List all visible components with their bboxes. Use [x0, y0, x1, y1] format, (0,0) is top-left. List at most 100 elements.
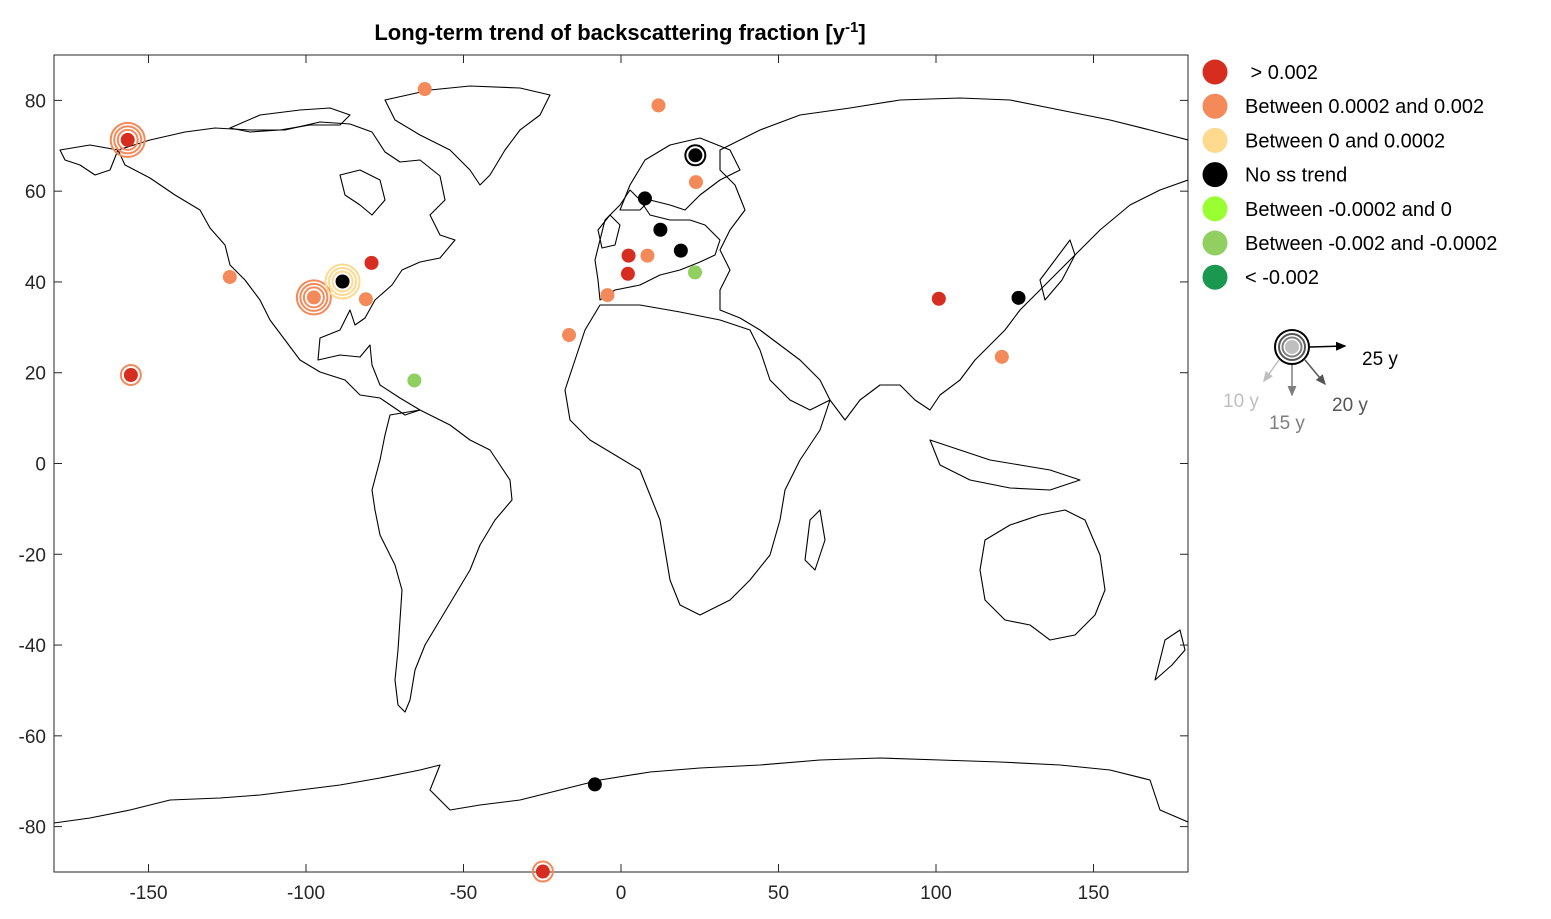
legend-marker-gt_0.002: [1202, 59, 1228, 85]
coastline-alaska: [59, 144, 119, 176]
station-marker: [417, 82, 432, 97]
station-point: [653, 222, 668, 237]
station-point: [417, 82, 432, 97]
legend-label--0.0002_0: Between -0.0002 and 0: [1245, 199, 1452, 221]
station-point: [358, 292, 373, 307]
chart-title-suffix: ]: [858, 20, 865, 45]
station-marker: [673, 243, 688, 258]
trend-legend: > 0.002 Between 0.0002 and 0.002 Between 0…: [1202, 59, 1497, 290]
legend-marker--0.002_-0.0002: [1202, 230, 1228, 256]
duration-label-25y: 25 y: [1362, 349, 1398, 370]
duration-ring: [684, 144, 707, 167]
station-marker: [407, 373, 422, 388]
station-marker: [222, 269, 237, 284]
coastline-south-america: [371, 409, 513, 713]
coastline-hudson-bay: [339, 169, 386, 216]
x-tick-label: 100: [920, 883, 952, 904]
station-marker: [637, 191, 652, 206]
y-tick-label: 40: [25, 273, 46, 294]
station-marker: [688, 265, 703, 280]
legend-marker--0.0002_0: [1202, 196, 1228, 222]
coastline-madagascar: [804, 509, 826, 571]
legend-marker-0_0.0002: [1202, 127, 1228, 153]
y-tick-label: -60: [19, 727, 46, 748]
y-tick-label: 20: [25, 364, 46, 385]
station-point: [688, 175, 703, 190]
duration-arrow-10y: [1263, 359, 1280, 383]
legend-label-gt_0.002: > 0.002: [1245, 62, 1318, 84]
coastlines: [54, 85, 1188, 824]
duration-legend-ring-outer: [1274, 329, 1310, 365]
coastline-indonesia: [929, 439, 1081, 491]
station-point: [324, 263, 361, 300]
duration-ring: [299, 282, 329, 312]
legend-label-no_trend: No ss trend: [1245, 165, 1347, 187]
duration-ring: [302, 286, 325, 309]
y-tick-label: 0: [35, 455, 46, 476]
y-tick-label: -80: [19, 818, 46, 839]
plot-area: [53, 54, 1189, 873]
coastline-greenland: [384, 85, 551, 186]
y-tick-label: -40: [19, 636, 46, 657]
x-tick-label: -100: [287, 883, 325, 904]
legend-label-0_0.0002: Between 0 and 0.0002: [1245, 130, 1445, 152]
duration-ring: [113, 125, 143, 155]
station-marker: [621, 248, 636, 263]
station-point: [1011, 290, 1026, 305]
duration-label-10y: 10 y: [1223, 391, 1259, 412]
duration-legend-ring-2: [1278, 333, 1306, 361]
station-marker: [688, 175, 703, 190]
coastline-asia: [719, 97, 1188, 421]
station-marker: [620, 266, 635, 281]
legend-label-0.0002_0.002: Between 0.0002 and 0.002: [1245, 96, 1484, 118]
duration-label-15y: 15 y: [1269, 413, 1305, 434]
station-marker: [1011, 290, 1026, 305]
chart-title-superscript: -1: [845, 19, 858, 36]
duration-legend-core: [1285, 340, 1299, 354]
station-point: [994, 349, 1009, 364]
x-axis: -150 -100 -50 0 50 100 150: [129, 55, 1109, 904]
station-marker: [640, 248, 655, 263]
station-point: [562, 328, 577, 343]
x-tick-label: 0: [616, 883, 627, 904]
station-markers: [109, 82, 1026, 883]
station-marker: [587, 777, 602, 792]
coastline-new-zealand: [1154, 629, 1186, 681]
legend-label--0.002_-0.0002: Between -0.002 and -0.0002: [1245, 233, 1497, 255]
station-point: [688, 265, 703, 280]
x-tick-label: -150: [129, 883, 167, 904]
coastline-scandinavia: [619, 137, 741, 211]
coastline-europe: [594, 189, 721, 301]
coastline-arctic-islands: [229, 107, 351, 133]
station-point: [222, 269, 237, 284]
station-point: [621, 248, 636, 263]
station-marker: [562, 328, 577, 343]
x-tick-label: 150: [1078, 883, 1110, 904]
duration-ring: [328, 266, 358, 296]
duration-ring: [119, 363, 142, 386]
duration-arrow-25y: [1309, 341, 1347, 351]
station-point: [673, 243, 688, 258]
duration-arrow-20y: [1304, 359, 1326, 386]
station-point: [637, 191, 652, 206]
chart-title-main: Long-term trend of backscattering fracti…: [374, 20, 845, 45]
station-marker: [600, 288, 615, 303]
station-marker: [688, 148, 703, 163]
station-point: [587, 777, 602, 792]
coastline-antarctica: [54, 757, 1188, 824]
coastline-australia: [979, 509, 1106, 641]
station-point: [600, 288, 615, 303]
station-marker: [364, 255, 379, 270]
y-tick-label: -20: [19, 545, 46, 566]
station-point: [651, 98, 666, 113]
station-point: [407, 373, 422, 388]
station-point: [684, 144, 707, 167]
station-marker: [120, 132, 135, 147]
station-point: [620, 266, 635, 281]
duration-ring: [331, 270, 354, 293]
legend-label-lt_-0.002: < -0.002: [1245, 267, 1319, 289]
station-point: [119, 363, 142, 386]
station-point: [640, 248, 655, 263]
duration-legend-ring-3: [1281, 336, 1303, 358]
